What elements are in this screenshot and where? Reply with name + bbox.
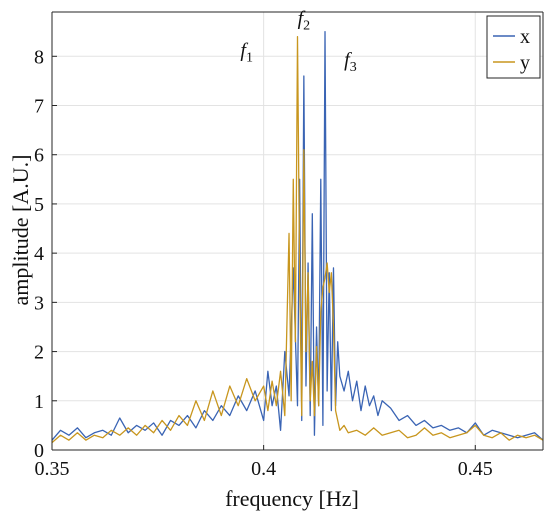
x-tick-label: 0.35 <box>35 458 70 480</box>
peak-annotation-f1: f1 <box>240 39 253 65</box>
legend-label-x: x <box>520 26 530 48</box>
series-line-y <box>51 35 544 444</box>
annotations: f1 f2 f3 <box>240 7 356 75</box>
legend-label-y: y <box>520 52 530 74</box>
peak-annotation-f3: f3 <box>344 49 357 75</box>
series-line-x <box>51 31 544 441</box>
legend: xy <box>486 15 541 79</box>
x-tick-label: 0.4 <box>251 458 276 480</box>
y-tick-label: 5 <box>34 194 44 216</box>
tick-labels: 0 1 2 3 4 5 6 7 8 0.35 0.4 0.45 <box>34 46 493 480</box>
y-tick-label: 3 <box>34 292 44 314</box>
y-tick-label: 4 <box>34 243 44 265</box>
y-tick-label: 6 <box>34 145 44 167</box>
y-tick-label: 0 <box>34 440 44 462</box>
y-tick-label: 7 <box>34 96 44 118</box>
y-axis-label: amplitude [A.U.] <box>8 155 33 306</box>
peak-annotation-f2: f2 <box>298 7 311 33</box>
x-tick-label: 0.45 <box>458 458 493 480</box>
x-axis-label: frequency [Hz] <box>225 486 359 511</box>
legend-box <box>486 15 541 79</box>
y-tick-label: 2 <box>34 342 44 364</box>
y-tick-label: 8 <box>34 46 44 68</box>
series-lines <box>51 31 544 444</box>
y-tick-label: 1 <box>34 391 44 413</box>
axes <box>51 11 544 451</box>
